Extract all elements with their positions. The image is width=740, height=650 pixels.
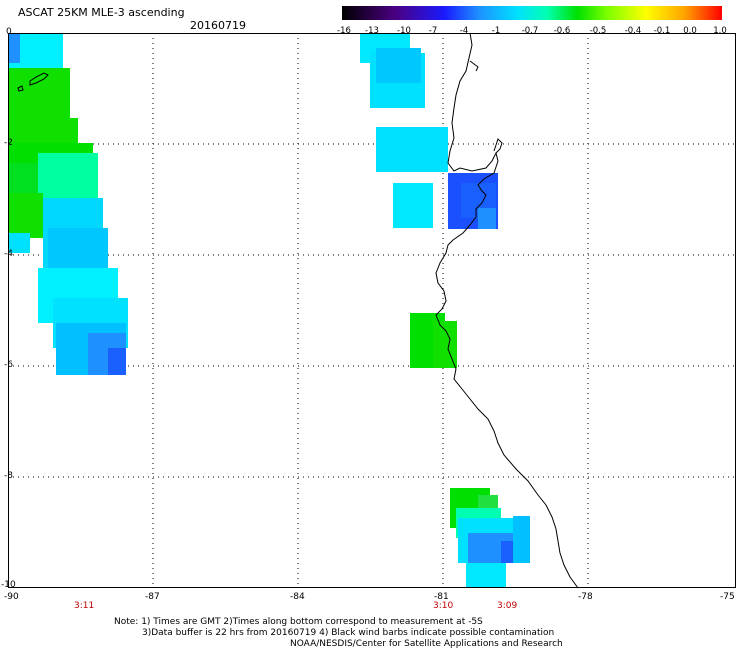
color-scale-labels: -16 -13 -10 -7 -4 -1 -0.7 -0.6 -0.5 -0.4… (336, 26, 736, 38)
wind-swath-left (8, 33, 128, 375)
color-scale-label: 0.0 (683, 26, 697, 36)
lat-label: -10 (1, 580, 16, 590)
coastline-inlet (469, 60, 503, 154)
lon-label: -78 (578, 592, 593, 602)
color-scale-label: -1 (491, 26, 501, 36)
color-scale-label: -4 (459, 26, 469, 36)
time-label: 3:09 (497, 601, 518, 611)
map-date: 20160719 (190, 19, 246, 32)
lon-label: -90 (4, 592, 19, 602)
lat-label: -6 (4, 360, 13, 370)
lat-label: -2 (4, 138, 13, 148)
color-scale-label: 1.0 (713, 26, 727, 36)
color-scale-label: -16 (337, 26, 351, 36)
color-scale-label: -7 (428, 26, 438, 36)
wind-swath-bottom (450, 488, 530, 588)
lon-label: -84 (290, 592, 305, 602)
island-outline (17, 85, 24, 92)
note-line-2: 3)Data buffer is 22 hrs from 20160719 4)… (142, 628, 555, 638)
map-title: ASCAT 25KM MLE-3 ascending (18, 6, 185, 19)
note-line-3: NOAA/NESDIS/Center for Satellite Applica… (290, 639, 563, 649)
lat-label: -4 (4, 249, 13, 259)
color-scale-label: -0.4 (624, 26, 642, 36)
wind-swath-middle (360, 33, 498, 368)
color-scale-label: -13 (365, 26, 379, 36)
lon-label: -75 (720, 592, 735, 602)
coastline (435, 32, 579, 589)
time-label: 3:11 (74, 601, 95, 611)
color-scale-label: -0.6 (553, 26, 571, 36)
note-line-1: Note: 1) Times are GMT 2)Times along bot… (114, 617, 483, 627)
color-scale-label: -0.7 (521, 26, 539, 36)
map-area (8, 32, 736, 589)
time-label: 3:10 (433, 601, 454, 611)
color-scale-label: -10 (397, 26, 411, 36)
color-scale-label: -0.5 (589, 26, 607, 36)
color-scale-label: -0.1 (653, 26, 671, 36)
lon-label: -81 (434, 592, 449, 602)
lon-label: -87 (145, 592, 160, 602)
color-scale-bar (342, 6, 722, 20)
lat-label: 0 (6, 27, 12, 37)
island-outline (29, 72, 49, 86)
lat-label: -8 (4, 471, 13, 481)
